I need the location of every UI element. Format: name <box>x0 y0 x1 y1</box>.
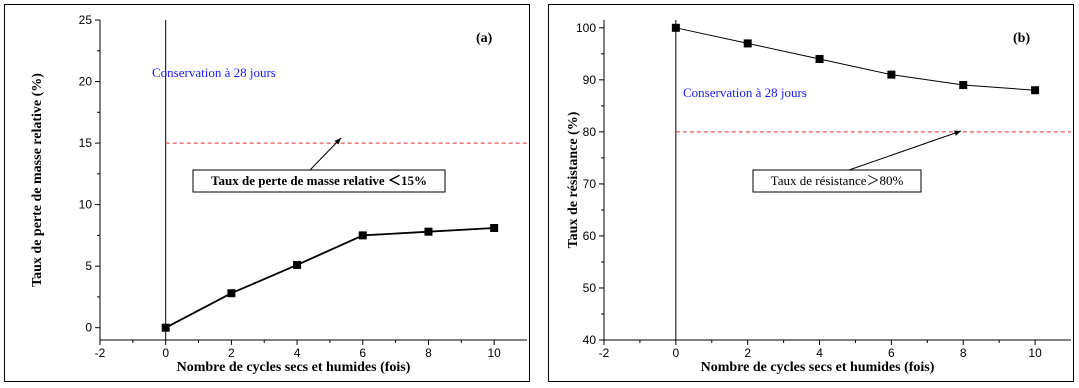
chart-b-arrow-head <box>954 130 961 136</box>
chart-b-annotation-box <box>752 169 922 193</box>
chart-b-y-tick-label: 40 <box>583 333 597 347</box>
chart-b-y-tick-label: 100 <box>576 21 596 35</box>
chart-a-conservation-note: Conservation à 28 jours <box>152 65 276 80</box>
chart-b-data-point <box>671 23 680 32</box>
chart-b-panel-label: (b) <box>1013 31 1030 46</box>
chart-a-y-tick-label: 5 <box>85 259 92 273</box>
chart-b-y-tick-label: 70 <box>583 177 597 191</box>
chart-b-x-tick-label: 0 <box>673 346 680 360</box>
chart-a-panel-label: (a) <box>476 31 493 46</box>
chart-b-x-tick-label: 6 <box>888 346 895 360</box>
chart-b-svg: -2 0 2 4 6 8 10 40 50 60 70 80 90 100 Nombre de cycles… <box>566 20 1071 375</box>
chart-b-data-point <box>887 70 896 79</box>
chart-a-x-tick-label: 8 <box>425 346 432 360</box>
chart-a-y-tick-label: 10 <box>79 198 93 212</box>
chart-b-annotation-text: Taux de résistance＞80% <box>771 173 904 188</box>
chart-panel-a: -2 0 2 4 6 8 10 0 5 10 15 20 25 Nombre de cycles secs… <box>4 4 530 382</box>
chart-a-y-tick-label: 20 <box>79 75 93 89</box>
chart-b-data-point <box>1031 86 1040 95</box>
chart-b-y-tick-label: 50 <box>583 281 597 295</box>
chart-a-x-tick-label: 10 <box>487 346 501 360</box>
chart-a-data-point <box>161 323 170 332</box>
chart-b-x-tick-label: 4 <box>816 346 823 360</box>
chart-b-y-tick-label: 90 <box>583 73 597 87</box>
chart-a-series-line <box>165 227 495 329</box>
chart-a-data-point <box>293 260 302 269</box>
chart-panel-b: -2 0 2 4 6 8 10 40 50 60 70 80 90 100 Nombre de cycles… <box>548 4 1074 382</box>
chart-a-annotation-arrow <box>309 137 342 171</box>
chart-a-y-tick-label: 25 <box>79 13 93 27</box>
chart-b-x-axis-title: Nombre de cycles secs et humides (fois) <box>701 360 935 375</box>
chart-b-x-tick-label: 8 <box>960 346 967 360</box>
chart-b-series-line <box>675 27 1036 91</box>
chart-b-data-point <box>743 39 752 48</box>
chart-a-x-tick-label: 0 <box>162 346 169 360</box>
chart-a-annotation-box <box>192 169 446 193</box>
chart-a-x-tick-label: 2 <box>228 346 235 360</box>
chart-b-annotation-arrow <box>848 130 962 171</box>
chart-a-y-tick-label: 15 <box>79 136 93 150</box>
chart-b-x-tick-label: -2 <box>599 346 610 360</box>
chart-b-x-tick-label: 2 <box>744 346 751 360</box>
chart-a-data-point <box>358 231 367 240</box>
chart-a-y-tick-label: 0 <box>85 321 92 335</box>
chart-a-arrow-head <box>334 138 341 145</box>
chart-a-x-tick-label: 6 <box>359 346 366 360</box>
chart-b-x-tick-label: 10 <box>1028 346 1042 360</box>
chart-b-data-point <box>959 81 968 90</box>
chart-a-data-point <box>490 224 499 232</box>
chart-b-y-tick-label: 80 <box>583 125 597 139</box>
chart-a-x-tick-label: -2 <box>95 346 106 360</box>
chart-a-annotation-text: Taux de perte de masse relative ＜15% <box>211 173 427 188</box>
chart-a-x-tick-label: 4 <box>294 346 301 360</box>
chart-b-y-axis-title: Taux de résistance (%) <box>566 111 581 248</box>
chart-a-data-point <box>227 289 236 298</box>
chart-a-data-point <box>424 227 433 236</box>
chart-b-conservation-note: Conservation à 28 jours <box>683 85 807 100</box>
chart-b-y-tick-label: 60 <box>583 229 597 243</box>
chart-a-y-axis-title: Taux de perte de masse relative (%) <box>30 73 45 287</box>
chart-b-data-point <box>815 55 824 64</box>
chart-a-x-axis-title: Nombre de cycles secs et humides (fois) <box>177 360 411 375</box>
